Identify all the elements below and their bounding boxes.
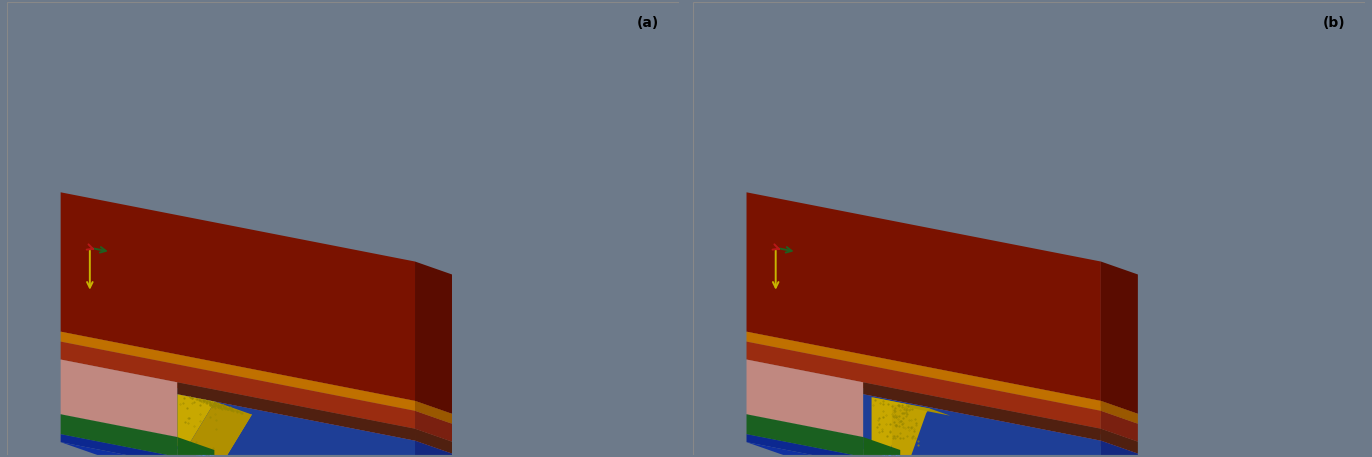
Polygon shape xyxy=(871,450,910,457)
Polygon shape xyxy=(746,434,863,457)
Polygon shape xyxy=(214,407,252,457)
Polygon shape xyxy=(414,261,451,414)
Polygon shape xyxy=(1100,441,1137,457)
Polygon shape xyxy=(746,442,900,457)
Polygon shape xyxy=(746,414,900,450)
Polygon shape xyxy=(60,434,214,457)
Polygon shape xyxy=(746,342,1100,429)
Polygon shape xyxy=(177,446,224,457)
Polygon shape xyxy=(60,414,214,450)
Polygon shape xyxy=(414,441,451,457)
Polygon shape xyxy=(60,342,414,429)
Polygon shape xyxy=(889,404,930,453)
Polygon shape xyxy=(863,394,1137,454)
Polygon shape xyxy=(746,360,863,437)
Polygon shape xyxy=(746,192,1100,401)
Polygon shape xyxy=(177,394,414,457)
Polygon shape xyxy=(892,404,927,457)
Polygon shape xyxy=(414,429,451,454)
Polygon shape xyxy=(187,402,252,457)
Polygon shape xyxy=(871,397,951,416)
Polygon shape xyxy=(177,437,214,457)
Polygon shape xyxy=(60,414,177,457)
Polygon shape xyxy=(60,332,451,414)
Polygon shape xyxy=(863,437,900,457)
Polygon shape xyxy=(746,434,900,457)
Polygon shape xyxy=(863,394,1100,457)
Polygon shape xyxy=(863,449,1137,457)
Polygon shape xyxy=(1100,261,1137,414)
Polygon shape xyxy=(177,394,451,454)
Text: (b): (b) xyxy=(1323,16,1345,30)
Text: (a): (a) xyxy=(637,16,659,30)
Polygon shape xyxy=(414,411,451,441)
Polygon shape xyxy=(863,383,1100,441)
Polygon shape xyxy=(177,449,451,457)
Polygon shape xyxy=(746,332,1100,411)
Polygon shape xyxy=(60,442,214,457)
Polygon shape xyxy=(60,332,414,411)
Polygon shape xyxy=(1100,401,1137,424)
Polygon shape xyxy=(746,332,1137,414)
Polygon shape xyxy=(177,394,215,448)
Polygon shape xyxy=(60,360,451,441)
Polygon shape xyxy=(60,434,177,457)
Polygon shape xyxy=(414,401,451,424)
Polygon shape xyxy=(1100,429,1137,454)
Polygon shape xyxy=(746,342,1137,424)
Polygon shape xyxy=(746,360,1137,441)
Polygon shape xyxy=(746,414,863,457)
Polygon shape xyxy=(1100,411,1137,441)
Polygon shape xyxy=(60,360,177,437)
Polygon shape xyxy=(177,383,414,441)
Polygon shape xyxy=(60,192,414,401)
Polygon shape xyxy=(871,397,907,453)
Polygon shape xyxy=(60,342,451,424)
